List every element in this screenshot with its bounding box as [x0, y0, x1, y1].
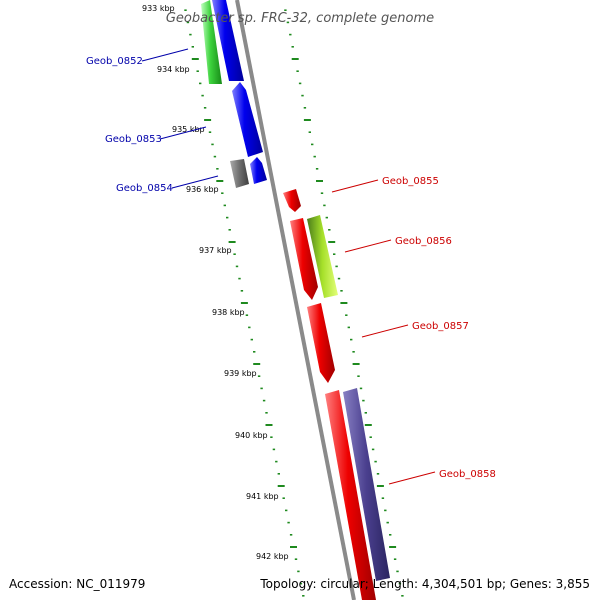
gene-geob-0857-feature[interactable] [307, 303, 335, 383]
callout-line-geob-0852 [141, 48, 189, 62]
gene-geob-0853-feature[interactable] [232, 82, 263, 157]
gene-label-geob-0853[interactable]: Geob_0853 [105, 134, 162, 145]
ruler-label-940: 940 kbp [235, 431, 268, 440]
ruler-label-933: 933 kbp [142, 4, 175, 13]
gene-label-geob-0856[interactable]: Geob_0856 [395, 236, 452, 247]
ruler-label-934: 934 kbp [157, 65, 190, 74]
gene-geob-0852-feature[interactable] [201, 0, 222, 84]
callout-line-geob-0853 [159, 126, 207, 140]
accession-text: Accession: NC_011979 [9, 577, 146, 591]
ruler-label-942: 942 kbp [256, 552, 289, 561]
left-ruler [184, 9, 305, 597]
ruler-labels: 933 kbp 934 kbp 935 kbp 936 kbp 937 kbp … [142, 4, 289, 561]
gene-label-geob-0855[interactable]: Geob_0855 [382, 176, 439, 187]
ruler-label-937: 937 kbp [199, 246, 232, 255]
callout-line-geob-0857 [361, 324, 409, 338]
ruler-label-938: 938 kbp [212, 308, 245, 317]
ruler-label-941: 941 kbp [246, 492, 279, 501]
gene-geob-0855-feature[interactable] [283, 189, 301, 212]
callout-line-geob-0858 [388, 471, 436, 485]
gene-label-geob-0852[interactable]: Geob_0852 [86, 56, 143, 67]
gene-geob-0856-feature[interactable] [307, 215, 338, 298]
gene-geob-0856a-feature[interactable] [290, 218, 318, 300]
topology-text: Topology: circular; Length: 4,304,501 bp… [260, 577, 590, 591]
gene-label-geob-0858[interactable]: Geob_0858 [439, 469, 496, 480]
gene-callouts: Geob_0852 Geob_0853 Geob_0854 Geob_0855 … [86, 48, 496, 485]
ruler-label-939: 939 kbp [224, 369, 257, 378]
right-ruler [284, 9, 404, 597]
gene-label-geob-0857[interactable]: Geob_0857 [412, 321, 469, 332]
backbone-layer [235, 0, 356, 600]
callout-line-geob-0855 [331, 179, 379, 193]
callout-line-geob-0854 [171, 175, 219, 189]
gene-geob-0854-feature[interactable] [230, 159, 249, 188]
gene-geob-0852b-feature[interactable] [212, 0, 244, 81]
gene-features [201, 0, 390, 600]
gene-geob-0858a-feature[interactable] [325, 390, 376, 600]
callout-line-geob-0856 [344, 239, 392, 253]
ruler-label-936: 936 kbp [186, 185, 219, 194]
gene-label-geob-0854[interactable]: Geob_0854 [116, 183, 173, 194]
map-title: Geobacter sp. FRC-32, complete genome [166, 11, 434, 26]
gene-geob-0858-feature[interactable] [343, 388, 390, 581]
ruler-label-935: 935 kbp [172, 125, 205, 134]
gene-geob-0853b-feature[interactable] [250, 157, 267, 184]
genome-backbone [235, 0, 356, 600]
